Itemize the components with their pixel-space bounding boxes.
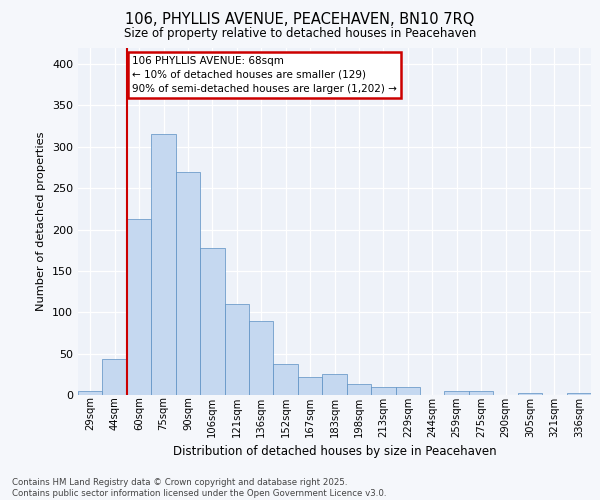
Bar	[103, 360, 127, 395]
Bar	[78, 391, 103, 395]
Bar	[249, 320, 274, 395]
Bar	[200, 248, 224, 395]
Text: 106 PHYLLIS AVENUE: 68sqm
← 10% of detached houses are smaller (129)
90% of semi: 106 PHYLLIS AVENUE: 68sqm ← 10% of detac…	[132, 56, 397, 94]
Text: 106, PHYLLIS AVENUE, PEACEHAVEN, BN10 7RQ: 106, PHYLLIS AVENUE, PEACEHAVEN, BN10 7R…	[125, 12, 475, 28]
Text: Size of property relative to detached houses in Peacehaven: Size of property relative to detached ho…	[124, 28, 476, 40]
Bar	[176, 172, 200, 395]
Bar	[566, 392, 591, 395]
X-axis label: Distribution of detached houses by size in Peacehaven: Distribution of detached houses by size …	[173, 445, 496, 458]
Bar	[395, 386, 420, 395]
Bar	[322, 374, 347, 395]
Bar	[469, 391, 493, 395]
Bar	[445, 391, 469, 395]
Bar	[127, 219, 151, 395]
Bar	[224, 304, 249, 395]
Bar	[518, 392, 542, 395]
Bar	[347, 384, 371, 395]
Bar	[274, 364, 298, 395]
Bar	[151, 134, 176, 395]
Bar	[298, 377, 322, 395]
Y-axis label: Number of detached properties: Number of detached properties	[37, 132, 46, 311]
Bar	[371, 386, 395, 395]
Text: Contains HM Land Registry data © Crown copyright and database right 2025.
Contai: Contains HM Land Registry data © Crown c…	[12, 478, 386, 498]
